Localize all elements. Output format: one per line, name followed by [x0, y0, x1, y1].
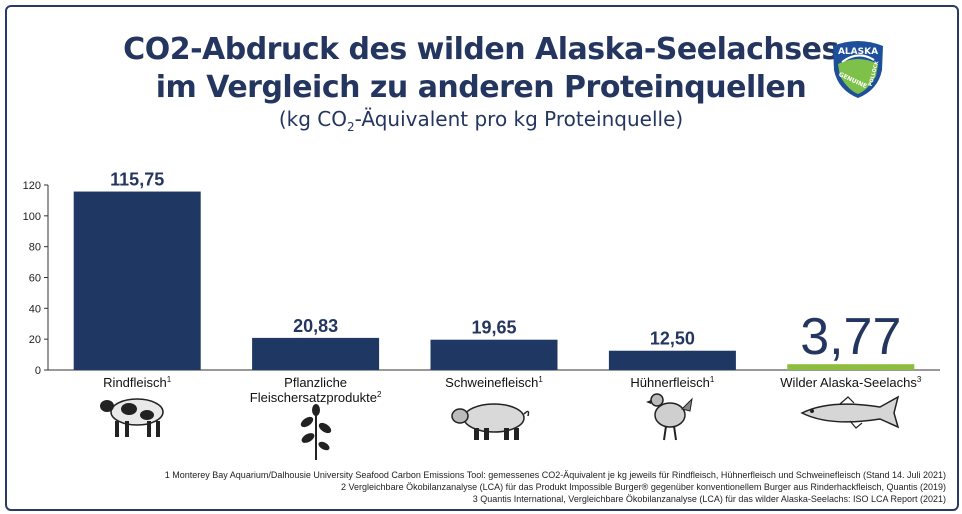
data-label: 19,65 — [471, 318, 516, 338]
y-tick-label: 120 — [23, 180, 41, 192]
footnote-3: 3 Quantis International, Vergleichbare Ö… — [472, 494, 946, 504]
footnote-2: 2 Vergleichbare Ökobilanzanalyse (LCA) f… — [341, 482, 946, 492]
bar — [787, 364, 915, 370]
bar — [608, 350, 736, 370]
bar — [252, 337, 380, 370]
category-label: Hühnerfleisch1 — [630, 375, 715, 390]
y-tick-label: 60 — [29, 273, 41, 285]
pig-icon — [451, 403, 530, 440]
chart-title-line2: im Vergleich zu anderen Proteinquellen — [155, 70, 807, 105]
bar — [73, 191, 201, 370]
fish-icon — [800, 395, 900, 429]
data-label: 20,83 — [293, 316, 338, 336]
chicken-icon — [646, 393, 693, 441]
svg-text:ALASKA: ALASKA — [838, 47, 878, 57]
category-label: Rindfleisch1 — [103, 375, 172, 390]
data-label: 3,77 — [800, 308, 901, 366]
category-label: Schweinefleisch1 — [445, 375, 543, 390]
category-label: Pflanzliche — [284, 375, 347, 390]
y-tick-label: 20 — [29, 334, 41, 346]
y-tick-label: 100 — [23, 211, 41, 223]
y-tick-label: 40 — [29, 303, 41, 315]
cow-icon — [100, 398, 164, 437]
y-tick-label: 80 — [29, 242, 41, 254]
chart-subtitle: (kg CO2-Äquivalent pro kg Proteinquelle) — [278, 107, 684, 134]
chart-title-line1: CO2-Abdruck des wilden Alaska-Seelachses — [123, 32, 839, 67]
category-label: Fleischersatzprodukte2 — [250, 390, 382, 405]
y-tick-label: 0 — [35, 365, 41, 377]
plant-icon — [300, 404, 332, 460]
alaska-pollock-logo: ALASKA GENUINE POLLOCK — [833, 41, 883, 98]
category-label: Wilder Alaska-Seelachs3 — [780, 375, 922, 390]
data-label: 12,50 — [650, 329, 695, 349]
data-label: 115,75 — [110, 170, 164, 190]
footnote-1: 1 Monterey Bay Aquarium/Dalhousie Univer… — [164, 470, 946, 480]
bar — [430, 339, 558, 370]
